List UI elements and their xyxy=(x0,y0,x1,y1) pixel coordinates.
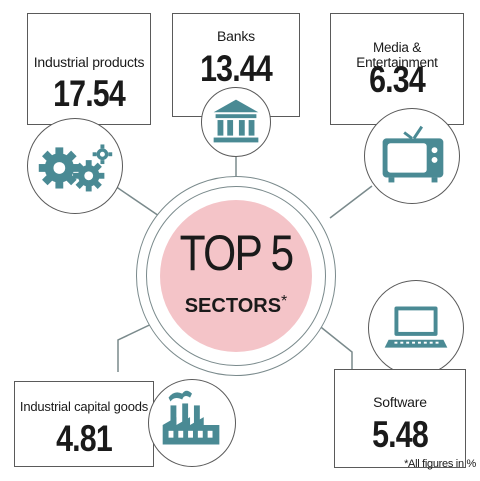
banks-icon-circle xyxy=(201,87,271,157)
sector-card-industrial-products: Industrial products 17.54 xyxy=(27,13,151,125)
sector-card-software: Software 5.48 xyxy=(334,369,466,468)
sector-value: 13.44 xyxy=(200,48,273,89)
sector-card-media-entertainment: Media & Entertainment 6.34 xyxy=(330,13,464,125)
sector-label: Media & Entertainment xyxy=(356,40,438,70)
capital-goods-icon-circle xyxy=(148,379,236,467)
sector-label: Banks xyxy=(217,28,255,44)
sector-value: 17.54 xyxy=(53,73,126,114)
sector-card-banks: Banks 13.44 xyxy=(172,13,300,117)
sector-value: 6.34 xyxy=(369,59,426,100)
media-icon-circle xyxy=(364,108,460,204)
software-icon-circle xyxy=(368,280,464,376)
sector-value: 4.81 xyxy=(56,418,113,459)
laptop-icon xyxy=(384,306,448,348)
center-subtitle-text: SECTORS xyxy=(184,295,282,317)
center-title: TOP 5 xyxy=(179,225,294,281)
center-subtitle: SECTORS* xyxy=(160,293,312,318)
factory-icon xyxy=(162,390,220,445)
footnote: *All figures in % xyxy=(404,458,476,470)
sector-label: Software xyxy=(373,394,427,410)
sector-card-industrial-capital-goods: Industrial capital goods 4.81 xyxy=(14,381,154,467)
sector-label: Industrial capital goods xyxy=(19,399,149,414)
industrial-products-icon-circle xyxy=(27,118,123,214)
sector-value: 5.48 xyxy=(372,414,429,455)
center-asterisk: * xyxy=(281,293,288,310)
television-icon xyxy=(382,125,444,183)
gears-icon xyxy=(38,144,113,192)
sector-label: Industrial products xyxy=(33,54,145,70)
center-pink-circle xyxy=(160,200,312,352)
bank-building-icon xyxy=(213,99,259,143)
